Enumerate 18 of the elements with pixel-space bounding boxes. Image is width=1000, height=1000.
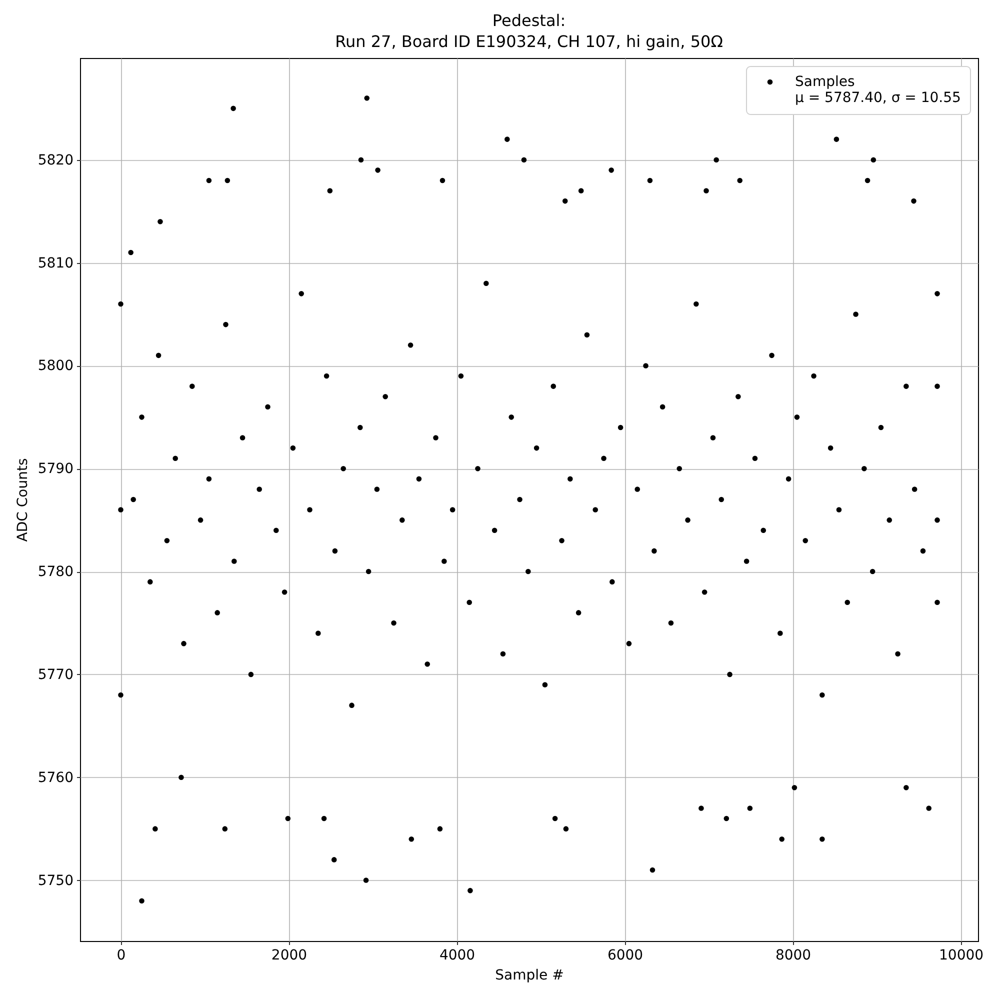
x-axis-title: Sample # bbox=[495, 968, 564, 984]
x-tick-label: 4000 bbox=[439, 948, 476, 964]
x-tick-label: 2000 bbox=[271, 948, 308, 964]
y-tick-label: 5770 bbox=[38, 666, 74, 683]
x-tick-label: 0 bbox=[116, 948, 126, 964]
x-tick-label: 6000 bbox=[607, 948, 644, 964]
y-tick-label: 5810 bbox=[38, 255, 74, 272]
chart-title: Pedestal: Run 27, Board ID E190324, CH 107, hi gain, 50Ω bbox=[335, 11, 723, 51]
legend-label: Samples μ = 5787.40, σ = 10.55 bbox=[795, 74, 961, 106]
y-tick-label: 5750 bbox=[38, 872, 74, 889]
y-axis-title: ADC Counts bbox=[14, 458, 31, 542]
y-tick-label: 5820 bbox=[38, 152, 74, 168]
y-tick-label: 5800 bbox=[38, 358, 74, 374]
x-tick-label: 10000 bbox=[939, 948, 984, 964]
y-tick-label: 5780 bbox=[38, 564, 74, 580]
y-tick-label: 5790 bbox=[38, 461, 74, 478]
x-tick-label: 8000 bbox=[775, 948, 812, 964]
y-tick-label: 5760 bbox=[38, 770, 74, 786]
